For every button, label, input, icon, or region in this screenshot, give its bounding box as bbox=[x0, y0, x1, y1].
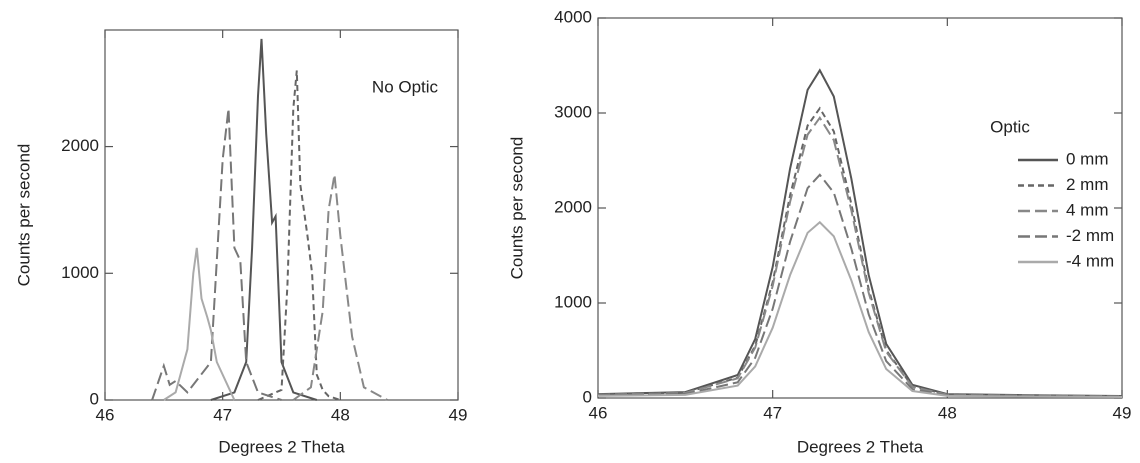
y-axis-label: Counts per second bbox=[14, 144, 33, 287]
data-line bbox=[257, 70, 341, 401]
data-line bbox=[210, 38, 318, 401]
legend-label: 4 mm bbox=[1066, 200, 1109, 219]
legend-label: -4 mm bbox=[1066, 251, 1114, 270]
data-line bbox=[597, 220, 1123, 398]
y-tick-label: 0 bbox=[583, 387, 592, 406]
x-tick-label: 46 bbox=[96, 405, 115, 424]
x-tick-label: 49 bbox=[449, 405, 468, 424]
data-line bbox=[597, 173, 1123, 398]
y-tick-label: 4000 bbox=[554, 7, 592, 26]
data-line bbox=[163, 247, 236, 401]
data-line bbox=[151, 108, 282, 401]
x-tick-label: 47 bbox=[763, 403, 782, 422]
plot-frame bbox=[597, 17, 1123, 399]
x-tick-label: 49 bbox=[1113, 403, 1132, 422]
y-tick-label: 1000 bbox=[61, 263, 99, 282]
y-tick-label: 2000 bbox=[554, 197, 592, 216]
data-line bbox=[597, 116, 1123, 398]
annotation: No Optic bbox=[372, 77, 439, 96]
x-axis-label: Degrees 2 Theta bbox=[797, 437, 924, 456]
x-tick-label: 48 bbox=[938, 403, 957, 422]
data-line bbox=[597, 106, 1123, 398]
y-tick-label: 1000 bbox=[554, 292, 592, 311]
legend-title: Optic bbox=[990, 117, 1030, 136]
legend-label: -2 mm bbox=[1066, 226, 1114, 245]
legend-label: 0 mm bbox=[1066, 149, 1109, 168]
x-tick-label: 46 bbox=[589, 403, 608, 422]
x-tick-label: 47 bbox=[213, 405, 232, 424]
x-tick-label: 48 bbox=[331, 405, 350, 424]
x-axis-label: Degrees 2 Theta bbox=[218, 437, 345, 456]
data-line bbox=[597, 68, 1123, 397]
y-tick-label: 0 bbox=[90, 389, 99, 408]
y-axis-label: Counts per second bbox=[507, 137, 526, 280]
legend-label: 2 mm bbox=[1066, 175, 1109, 194]
data-line bbox=[292, 174, 388, 401]
y-tick-label: 2000 bbox=[61, 136, 99, 155]
y-tick-label: 3000 bbox=[554, 102, 592, 121]
